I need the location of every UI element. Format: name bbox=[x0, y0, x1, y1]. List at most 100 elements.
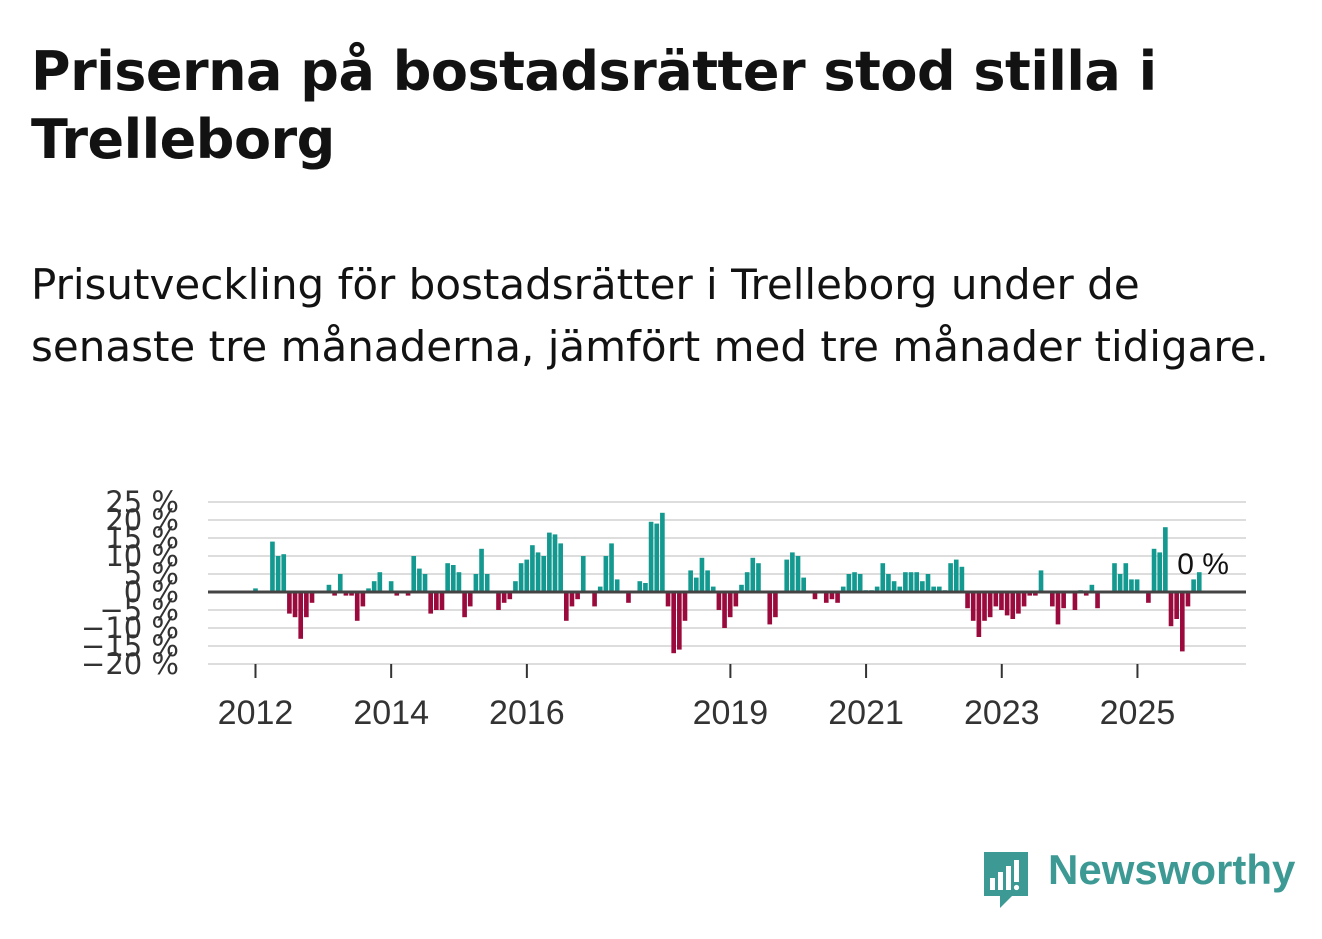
bar bbox=[1179, 592, 1185, 652]
bar bbox=[507, 592, 513, 600]
bar bbox=[1050, 592, 1055, 607]
bar bbox=[450, 565, 456, 592]
bar bbox=[580, 556, 586, 592]
bar bbox=[739, 584, 744, 592]
bar bbox=[744, 572, 750, 592]
bar bbox=[609, 543, 614, 592]
bar bbox=[462, 592, 467, 618]
bar bbox=[682, 592, 688, 621]
bar bbox=[857, 574, 863, 592]
bar bbox=[835, 592, 840, 603]
bar bbox=[660, 512, 665, 592]
y-tick-label: 0 % bbox=[124, 575, 179, 609]
y-tick-label: 25 % bbox=[105, 485, 179, 519]
bar bbox=[948, 563, 953, 592]
bar bbox=[874, 586, 880, 592]
bar bbox=[846, 574, 852, 592]
bar bbox=[959, 566, 965, 592]
page-title: Priserna på bostadsrätter stod stilla i … bbox=[31, 40, 1157, 171]
bar bbox=[349, 592, 354, 596]
bar bbox=[467, 592, 473, 607]
bar bbox=[693, 577, 699, 592]
x-tick-label: 2025 bbox=[1100, 694, 1176, 732]
bar bbox=[1134, 579, 1140, 592]
bar bbox=[428, 592, 433, 614]
y-tick-label: −5 % bbox=[99, 593, 179, 627]
y-tick-label: −20 % bbox=[81, 647, 179, 681]
bar bbox=[569, 592, 575, 607]
bar bbox=[914, 572, 920, 592]
bar bbox=[1185, 592, 1191, 607]
bar bbox=[1157, 552, 1163, 592]
bar bbox=[484, 574, 490, 592]
bar bbox=[552, 534, 558, 592]
bar bbox=[558, 543, 563, 592]
bar bbox=[970, 592, 976, 621]
x-tick-label: 2016 bbox=[489, 694, 565, 732]
bar bbox=[643, 583, 648, 592]
bar bbox=[931, 586, 936, 592]
bar bbox=[920, 581, 925, 592]
bar bbox=[801, 577, 806, 592]
bar bbox=[524, 559, 530, 592]
bar bbox=[677, 592, 682, 650]
bar bbox=[1196, 572, 1202, 592]
x-tick-label: 2023 bbox=[964, 694, 1040, 732]
bar bbox=[360, 592, 366, 607]
bar bbox=[840, 586, 846, 592]
bar bbox=[270, 541, 275, 592]
bar bbox=[727, 592, 733, 618]
bar bbox=[891, 581, 897, 592]
bar bbox=[434, 592, 439, 610]
bar bbox=[699, 557, 705, 592]
bar bbox=[993, 592, 999, 607]
bar bbox=[1055, 592, 1061, 625]
bar bbox=[332, 592, 337, 596]
bar bbox=[1089, 584, 1095, 592]
bar bbox=[337, 574, 343, 592]
bar bbox=[575, 592, 580, 600]
bar bbox=[309, 592, 315, 603]
bar bbox=[411, 556, 417, 592]
price-change-bar-chart: 25 %20 %15 %10 %5 %0 %−5 %−10 %−15 %−20 … bbox=[81, 485, 1246, 732]
bar bbox=[1021, 592, 1027, 607]
bar bbox=[710, 586, 716, 592]
bar bbox=[326, 584, 332, 592]
bar bbox=[648, 521, 654, 592]
bar bbox=[773, 592, 778, 618]
bar bbox=[1010, 592, 1016, 619]
bar bbox=[513, 581, 518, 592]
bar bbox=[750, 557, 756, 592]
chart-subtitle: Prisutveckling för bostadsrätter i Trell… bbox=[31, 260, 1269, 371]
bar bbox=[530, 545, 535, 592]
bar bbox=[722, 592, 727, 628]
bar bbox=[405, 592, 411, 596]
bar bbox=[665, 592, 671, 607]
bar bbox=[886, 574, 891, 592]
bar bbox=[829, 592, 835, 600]
last-value-label: 0 % bbox=[1177, 548, 1229, 581]
bar bbox=[733, 592, 739, 607]
bar bbox=[287, 592, 292, 614]
bar bbox=[439, 592, 445, 610]
bar bbox=[501, 592, 507, 603]
bar bbox=[1033, 592, 1038, 596]
bar bbox=[304, 592, 309, 618]
bar bbox=[1117, 574, 1123, 592]
brand-name: Newsworthy bbox=[1048, 846, 1296, 893]
x-tick-label: 2019 bbox=[693, 694, 769, 732]
bar bbox=[999, 592, 1004, 610]
y-tick-label: 5 % bbox=[124, 557, 179, 591]
bar bbox=[597, 586, 603, 592]
bar bbox=[953, 559, 959, 592]
bar bbox=[1151, 548, 1157, 592]
bar bbox=[547, 532, 552, 592]
bar bbox=[496, 592, 501, 610]
bar bbox=[1112, 563, 1117, 592]
y-gridlines bbox=[208, 501, 1246, 665]
bar bbox=[422, 574, 428, 592]
bar bbox=[366, 588, 371, 592]
bar bbox=[394, 592, 400, 596]
bar bbox=[1004, 592, 1010, 616]
y-tick-label: −15 % bbox=[81, 629, 179, 663]
